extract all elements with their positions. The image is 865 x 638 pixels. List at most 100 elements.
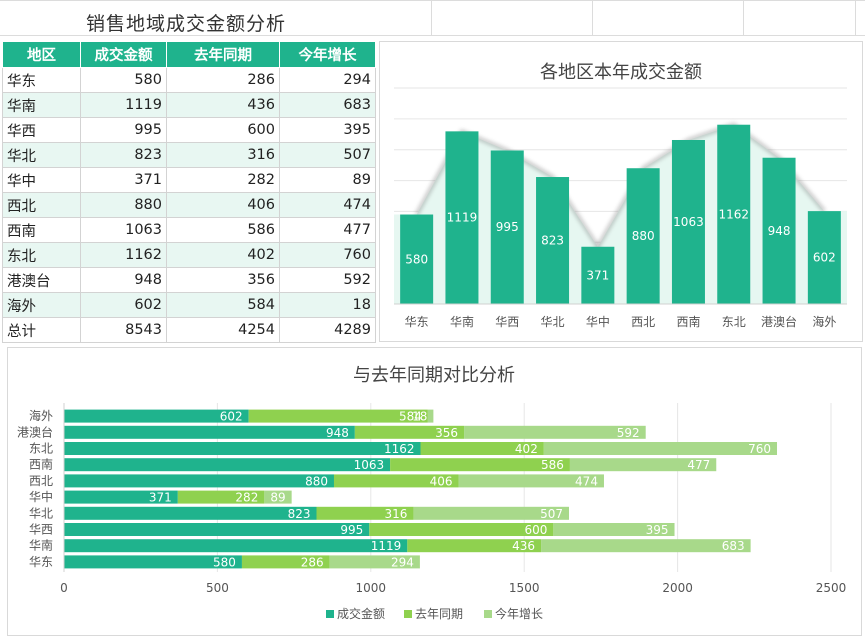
bar-label: 371	[149, 491, 172, 505]
column-chart-panel[interactable]: 各地区本年成交金额 580 华东 1119 华南 995 华西 823 华北 371 华中 880 西北…	[379, 41, 863, 342]
cell-last-year[interactable]: 356	[166, 267, 280, 293]
cell-growth[interactable]: 18	[279, 292, 376, 318]
bar-segment	[420, 442, 544, 455]
table-row: 华中 371 282 89	[2, 167, 376, 193]
bar-segment	[333, 474, 459, 488]
cell-total-amount[interactable]: 8543	[80, 317, 167, 343]
cell-region[interactable]: 华西	[2, 117, 81, 143]
bar-label: 282	[235, 491, 258, 505]
x-tick-label: 华西	[495, 315, 519, 329]
cell-region[interactable]: 华北	[2, 142, 81, 168]
cell-last-year[interactable]: 286	[166, 67, 280, 93]
x-tick-label: 1000	[356, 581, 387, 595]
bar-segment	[543, 442, 778, 455]
bar-label: 995	[496, 220, 519, 234]
cell-last-year[interactable]: 282	[166, 167, 280, 193]
bar-label: 406	[430, 474, 453, 488]
cell-growth[interactable]: 474	[279, 192, 376, 218]
cell-growth[interactable]: 507	[279, 142, 376, 168]
cell-amount[interactable]: 602	[80, 292, 167, 318]
header-cell-growth[interactable]: 今年增长	[279, 41, 376, 68]
cell-last-year[interactable]: 600	[166, 117, 280, 143]
x-tick-label: 西南	[676, 314, 700, 329]
cell-last-year[interactable]: 436	[166, 92, 280, 118]
bar-label: 602	[220, 410, 243, 424]
x-tick-label: 西北	[631, 315, 655, 329]
legend-label: 去年同期	[415, 607, 463, 621]
bar-label: 477	[687, 458, 710, 472]
cell-region[interactable]: 西北	[2, 192, 81, 218]
table-row: 西北 880 406 474	[2, 192, 376, 218]
bar-label: 474	[575, 474, 598, 488]
header-cell-amount[interactable]: 成交金额	[80, 41, 167, 68]
bar-label: 592	[617, 426, 640, 440]
bar-segment	[569, 458, 717, 472]
cell-amount[interactable]: 1119	[80, 92, 167, 118]
cell-amount[interactable]: 371	[80, 167, 167, 193]
cell-growth[interactable]: 760	[279, 242, 376, 268]
cell-total-last-year[interactable]: 4254	[166, 317, 280, 343]
bar-label: 760	[748, 442, 771, 456]
cell-total-label[interactable]: 总计	[2, 317, 81, 343]
x-tick-label: 华南	[450, 314, 474, 329]
legend-label: 今年增长	[495, 606, 543, 621]
stacked-bar-chart-panel[interactable]: 与去年同期对比分析 0 500 1000 1500 2000 2500 海外 602 584 18 港…	[7, 347, 862, 636]
bar-label: 823	[288, 507, 311, 521]
table-row: 华北 823 316 507	[2, 142, 376, 168]
bar-segment	[464, 425, 646, 439]
bar-label: 880	[305, 474, 328, 488]
cell-last-year[interactable]: 402	[166, 242, 280, 268]
header-cell-last-year[interactable]: 去年同期	[166, 41, 280, 68]
bar-label: 316	[385, 507, 408, 521]
y-tick-label: 港澳台	[17, 424, 53, 439]
cell-last-year[interactable]: 584	[166, 292, 280, 318]
cell-amount[interactable]: 948	[80, 267, 167, 293]
bar	[581, 246, 615, 304]
y-tick-label: 海外	[29, 408, 53, 423]
y-tick-label: 华东	[29, 555, 53, 569]
bar	[762, 157, 796, 304]
cell-last-year[interactable]: 406	[166, 192, 280, 218]
cell-region[interactable]: 东北	[2, 242, 81, 268]
cell-amount[interactable]: 1063	[80, 217, 167, 243]
cell-growth[interactable]: 294	[279, 67, 376, 93]
bar-segment	[64, 409, 249, 423]
cell-region[interactable]: 海外	[2, 292, 81, 318]
cell-last-year[interactable]: 586	[166, 217, 280, 243]
bar-label: 371	[586, 268, 609, 282]
table-row: 西南 1063 586 477	[2, 217, 376, 243]
cell-amount[interactable]: 880	[80, 192, 167, 218]
bar	[490, 150, 524, 304]
cell-amount[interactable]: 1162	[80, 242, 167, 268]
sales-table: 地区 成交金额 去年同期 今年增长 华东 580 286 294 华南 1119…	[2, 41, 376, 343]
cell-growth[interactable]: 683	[279, 92, 376, 118]
cell-region[interactable]: 港澳台	[2, 267, 81, 293]
y-tick-label: 华中	[29, 489, 53, 504]
bar	[626, 168, 660, 304]
bar-label: 395	[646, 523, 669, 537]
cell-growth[interactable]: 395	[279, 117, 376, 143]
bar	[671, 139, 705, 304]
cell-growth[interactable]: 89	[279, 167, 376, 193]
cell-amount[interactable]: 823	[80, 142, 167, 168]
bar-segment	[369, 523, 554, 536]
cell-region[interactable]: 华南	[2, 92, 81, 118]
cell-growth[interactable]: 592	[279, 267, 376, 293]
cell-amount[interactable]: 995	[80, 117, 167, 143]
cell-region[interactable]: 西南	[2, 217, 81, 243]
bar-label: 823	[541, 234, 564, 248]
bar-label: 356	[435, 426, 458, 440]
cell-last-year[interactable]: 316	[166, 142, 280, 168]
cell-amount[interactable]: 580	[80, 67, 167, 93]
cell-growth[interactable]: 477	[279, 217, 376, 243]
bar-label: 600	[524, 523, 547, 537]
bar-label: 948	[326, 426, 349, 440]
cell-region[interactable]: 华中	[2, 167, 81, 193]
bar-segment	[64, 490, 178, 504]
header-cell-region[interactable]: 地区	[2, 41, 81, 68]
y-tick-label: 西南	[29, 457, 53, 472]
cell-region[interactable]: 华东	[2, 67, 81, 93]
y-tick-label: 东北	[29, 442, 53, 456]
cell-total-growth[interactable]: 4289	[279, 317, 376, 343]
